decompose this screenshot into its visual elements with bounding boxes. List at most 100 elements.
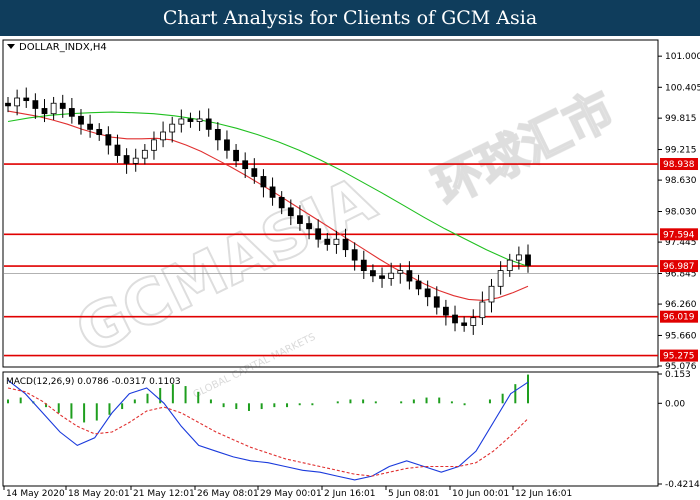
candle-body (205, 118, 212, 130)
candle-body (178, 118, 185, 125)
candle-body (251, 168, 258, 177)
x-tick-label: 10 Jun 00:01 (452, 489, 509, 499)
candle-body (105, 134, 112, 146)
macd-line (7, 379, 529, 481)
candle-body (114, 144, 121, 156)
candle-body (160, 131, 166, 141)
time-axis: 14 May 2020 18 May 20:01 21 May 12:01 26 Ma… (3, 486, 572, 499)
y-tick-label: 99.815 (665, 114, 697, 124)
x-tick-label: 26 May 08:01 (197, 489, 259, 499)
candle-body (59, 102, 66, 109)
candle-body (23, 97, 30, 102)
candle-body (41, 108, 48, 115)
candle-body (306, 223, 312, 230)
candle-body (278, 196, 285, 209)
macd-tick-label: 0.153 (665, 370, 691, 380)
candle-body (233, 149, 239, 162)
candle-body (452, 314, 458, 324)
candle-body (297, 215, 303, 224)
macd-panel-frame (2, 371, 659, 487)
candle-body (351, 249, 358, 261)
y-tick-label: 95.660 (665, 331, 697, 341)
level-label-box (660, 310, 698, 323)
candle-body (333, 238, 340, 245)
candle-body (50, 102, 57, 115)
x-tick-label: 5 Jun 08:01 (388, 489, 439, 499)
y-tick-label: 96.260 (665, 300, 697, 310)
x-tick-label: 12 Jun 16:01 (515, 489, 572, 499)
candle-body (388, 272, 395, 279)
x-tick-label: 29 May 00:01 (260, 489, 322, 499)
price-axis: 101.000 100.405 99.815 99.215 98.630 98.030 97… (658, 52, 700, 372)
y-tick-label: 96.845 (665, 269, 697, 279)
candle-body (68, 108, 75, 117)
candle-body (406, 270, 413, 282)
x-tick-label: 14 May 2020 (6, 489, 65, 499)
chart-svg: GCMASIA 环球汇市 GLOBAL CAPITAL MARKETS 101.… (2, 39, 700, 499)
macd-signal-line (7, 387, 529, 477)
candle-body (123, 155, 130, 164)
chart-banner-title: Chart Analysis for Clients of GCM Asia (0, 0, 700, 36)
level-label: 95.275 (663, 352, 695, 362)
candle-body (5, 102, 11, 107)
candle-body (14, 97, 21, 107)
chevron-down-icon[interactable] (7, 44, 15, 49)
level-label-box (660, 260, 698, 273)
candle-body (96, 128, 103, 136)
candle-body (424, 288, 431, 298)
candlesticks (5, 87, 531, 335)
level-label: 96.019 (663, 313, 695, 323)
candle-body (497, 270, 504, 287)
chart-area: GCMASIA 环球汇市 GLOBAL CAPITAL MARKETS 101.… (0, 36, 700, 500)
moving-averages (7, 110, 529, 301)
candle-body (78, 115, 84, 125)
y-tick-label: 101.000 (665, 52, 700, 62)
y-tick-label: 99.215 (665, 146, 697, 156)
candle-body (379, 275, 385, 279)
y-tick-label: 95.076 (665, 362, 697, 372)
level-label-box (660, 349, 698, 362)
candle-body (315, 228, 322, 240)
candle-body (151, 139, 157, 151)
level-label: 97.594 (663, 230, 695, 240)
moving-average-line (7, 111, 529, 267)
candle-body (479, 301, 486, 319)
level-label: 96.987 (663, 262, 695, 272)
candle-body (342, 238, 349, 251)
candle-body (260, 176, 267, 188)
candle-body (470, 317, 477, 326)
price-panel-title: DOLLAR_INDX,H4 (19, 42, 107, 53)
candle-body (169, 123, 176, 133)
price-panel-frame (2, 39, 659, 368)
y-tick-label: 100.405 (665, 83, 700, 93)
candle-body (506, 259, 513, 272)
macd-panel-title: MACD(12,26,9) 0.0786 -0.0317 0.1103 (6, 377, 181, 387)
x-tick-label: 18 May 20:01 (68, 489, 130, 499)
candle-body (442, 306, 449, 316)
y-tick-label: 98.630 (665, 176, 697, 186)
moving-average-line (7, 110, 529, 301)
candle-body (515, 254, 522, 261)
candle-body (141, 149, 148, 159)
candle-body (360, 259, 367, 272)
level-label-box (660, 228, 698, 241)
horizontal-levels: 98.938 97.594 96.987 96.019 95.275 (4, 158, 698, 362)
candle-body (324, 238, 331, 245)
candle-body (32, 100, 39, 109)
candle-body (488, 285, 495, 303)
candle-body (196, 118, 203, 122)
candle-body (433, 296, 440, 308)
level-label: 98.938 (663, 160, 695, 170)
candle-body (461, 322, 468, 326)
candle-body (415, 280, 422, 290)
y-tick-label: 97.445 (665, 238, 697, 248)
macd-tick-label: -0.4214 (665, 480, 700, 490)
candle-body (269, 186, 276, 198)
candle-body (214, 128, 221, 141)
candle-body (370, 270, 376, 277)
candle-body (525, 254, 531, 266)
candle-body (224, 139, 230, 151)
candle-body (132, 157, 139, 164)
candle-body (397, 270, 404, 274)
candle-body (87, 123, 94, 130)
